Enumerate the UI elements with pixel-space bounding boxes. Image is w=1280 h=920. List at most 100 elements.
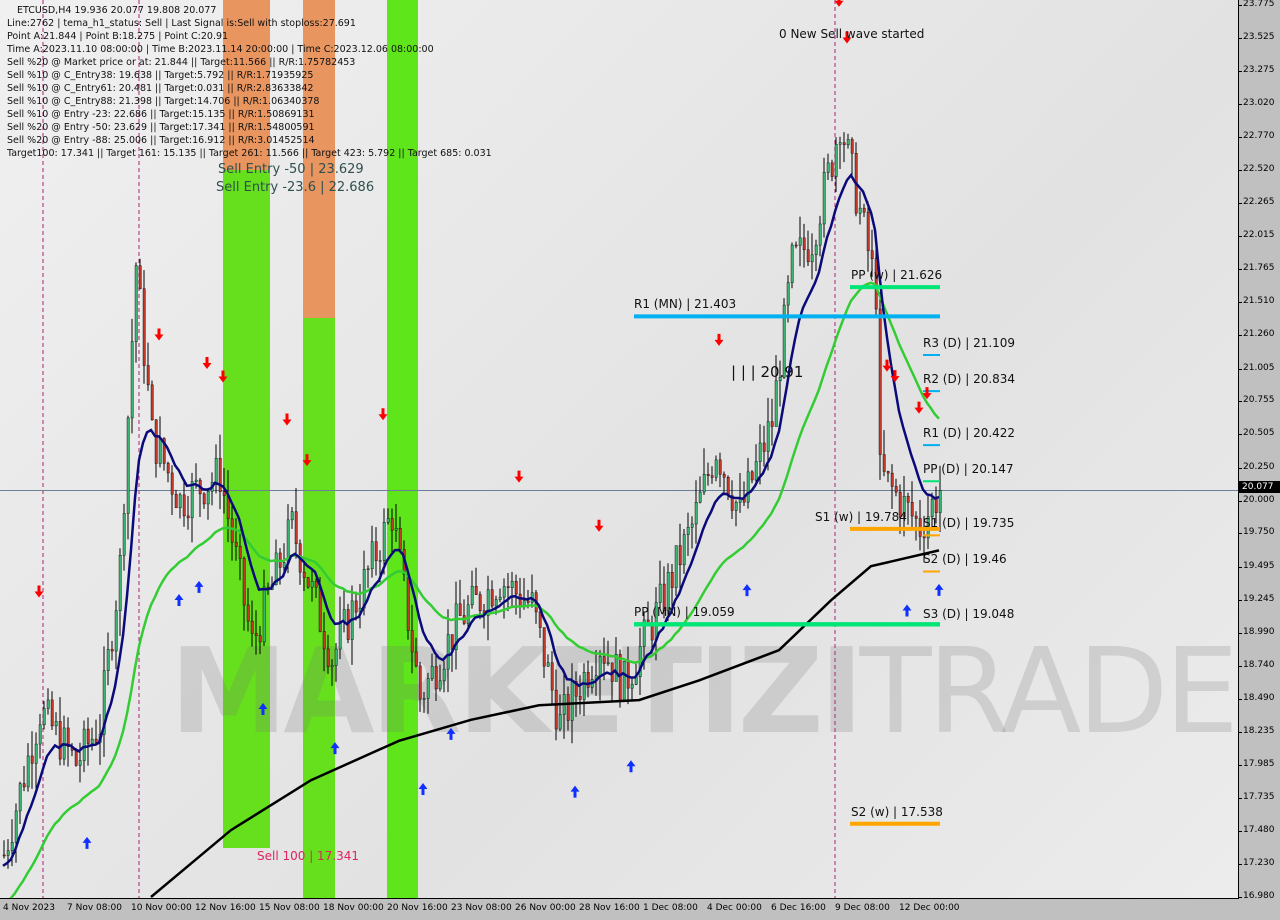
watermark-logo: MARKETIZITRADE [170,632,1238,750]
candle [18,783,22,812]
watermark-thin: TRADE [859,622,1238,760]
candle [822,172,826,225]
candle [906,496,910,503]
pivot-level-label: S1 (D) | 19.735 [923,516,1015,531]
candle [438,680,442,690]
y-tick-label: 18.990 [1239,627,1275,638]
current-price-label: 20.077 [1239,481,1280,493]
pivot-level-label: R1 (MN) | 21.403 [634,297,737,312]
y-tick-label: 18.235 [1239,726,1275,737]
candle [186,515,190,519]
candle [686,527,690,535]
y-tick-label: 23.020 [1239,98,1275,109]
candle [802,237,806,251]
x-tick-label: 4 Dec 00:00 [707,903,762,913]
candle [914,515,918,519]
chart-plot-area[interactable]: MARKETIZITRADE ETCUSD,H4 19.936 20.077 1… [0,0,1239,899]
candle [318,586,322,632]
long-ma-line [150,549,940,898]
y-tick-label: 23.525 [1239,31,1275,42]
candle [674,545,678,588]
candle [74,750,78,766]
candle [898,491,902,518]
candle [78,760,82,766]
sell-100-label: Sell 100 | 17.341 [257,849,360,863]
candle [510,581,514,588]
pivot-level-label: S2 (D) | 19.46 [923,552,1007,567]
sell-arrow-icon [514,470,524,483]
info-line: Sell %20 @ Entry -88: 25.006 || Target:1… [7,135,315,146]
candle [490,589,494,607]
candle [126,417,130,514]
point-c-label: | | | 20.91 [731,363,804,381]
candle [154,419,158,464]
candle [334,648,338,666]
x-tick-label: 9 Dec 08:00 [835,903,890,913]
candle [106,649,110,671]
info-line: Point A:21.844 | Point B:18.275 | Point … [7,31,229,42]
x-tick-label: 15 Nov 08:00 [259,903,320,913]
info-line: Sell %10 @ C_Entry61: 20.481 || Target:0… [7,83,314,94]
candle [698,491,702,503]
candle [426,678,430,699]
candle [606,662,610,665]
candle [518,593,522,608]
sell-zone-green-1 [223,170,270,848]
time-axis[interactable]: 4 Nov 2023 7 Nov 08:00 10 Nov 00:00 12 Nov … [0,899,1238,920]
candle [338,621,342,650]
candle [406,574,410,631]
y-tick-label: 23.275 [1239,64,1275,75]
candle [846,139,850,146]
candle [498,596,502,600]
candle [762,442,766,452]
candle [718,459,722,475]
candle [886,471,890,474]
candle [938,490,942,513]
y-tick-label: 21.260 [1239,329,1275,340]
candle [714,459,718,478]
sell-arrow-icon [922,387,932,400]
y-tick-label: 21.765 [1239,262,1275,273]
candle [30,755,34,764]
candle [546,662,550,667]
sell-arrow-icon [302,454,312,467]
y-tick-label: 17.480 [1239,825,1275,836]
candle [434,666,438,690]
candle [214,458,218,483]
candle [870,250,874,259]
candle [858,207,862,214]
candle [930,499,934,517]
candle [866,211,870,251]
sell-arrow-icon [378,408,388,421]
y-tick-label: 19.495 [1239,560,1275,571]
sell-arrow-icon [282,413,292,426]
candle [6,850,10,856]
x-tick-label: 6 Dec 16:00 [771,903,826,913]
buy-arrow-icon [742,584,752,597]
candle [630,684,634,689]
candle [58,721,62,760]
candle [750,471,754,481]
candle [54,721,58,727]
y-tick-label: 20.755 [1239,395,1275,406]
y-tick-label: 19.245 [1239,593,1275,604]
candle [118,555,122,611]
candle [138,265,142,289]
candle [494,599,498,607]
ema-fast-line [2,173,940,867]
x-tick-label: 26 Nov 00:00 [515,903,576,913]
sell-arrow-icon [882,359,892,372]
buy-arrow-icon [902,604,912,617]
buy-arrow-icon [330,742,340,755]
candle [790,244,794,283]
buy-arrow-icon [174,594,184,607]
candle [102,670,106,735]
candle [374,541,378,561]
candle [670,572,674,588]
y-tick-label: 23.775 [1239,0,1275,9]
candle [622,661,626,701]
candle [146,365,150,386]
price-axis[interactable]: 23.775 23.525 23.275 23.020 22.770 22.520 22.2… [1239,0,1280,901]
sell-zone-orange-1 [223,0,270,170]
sell-entry-236-label: Sell Entry -23.6 | 22.686 [216,180,375,195]
